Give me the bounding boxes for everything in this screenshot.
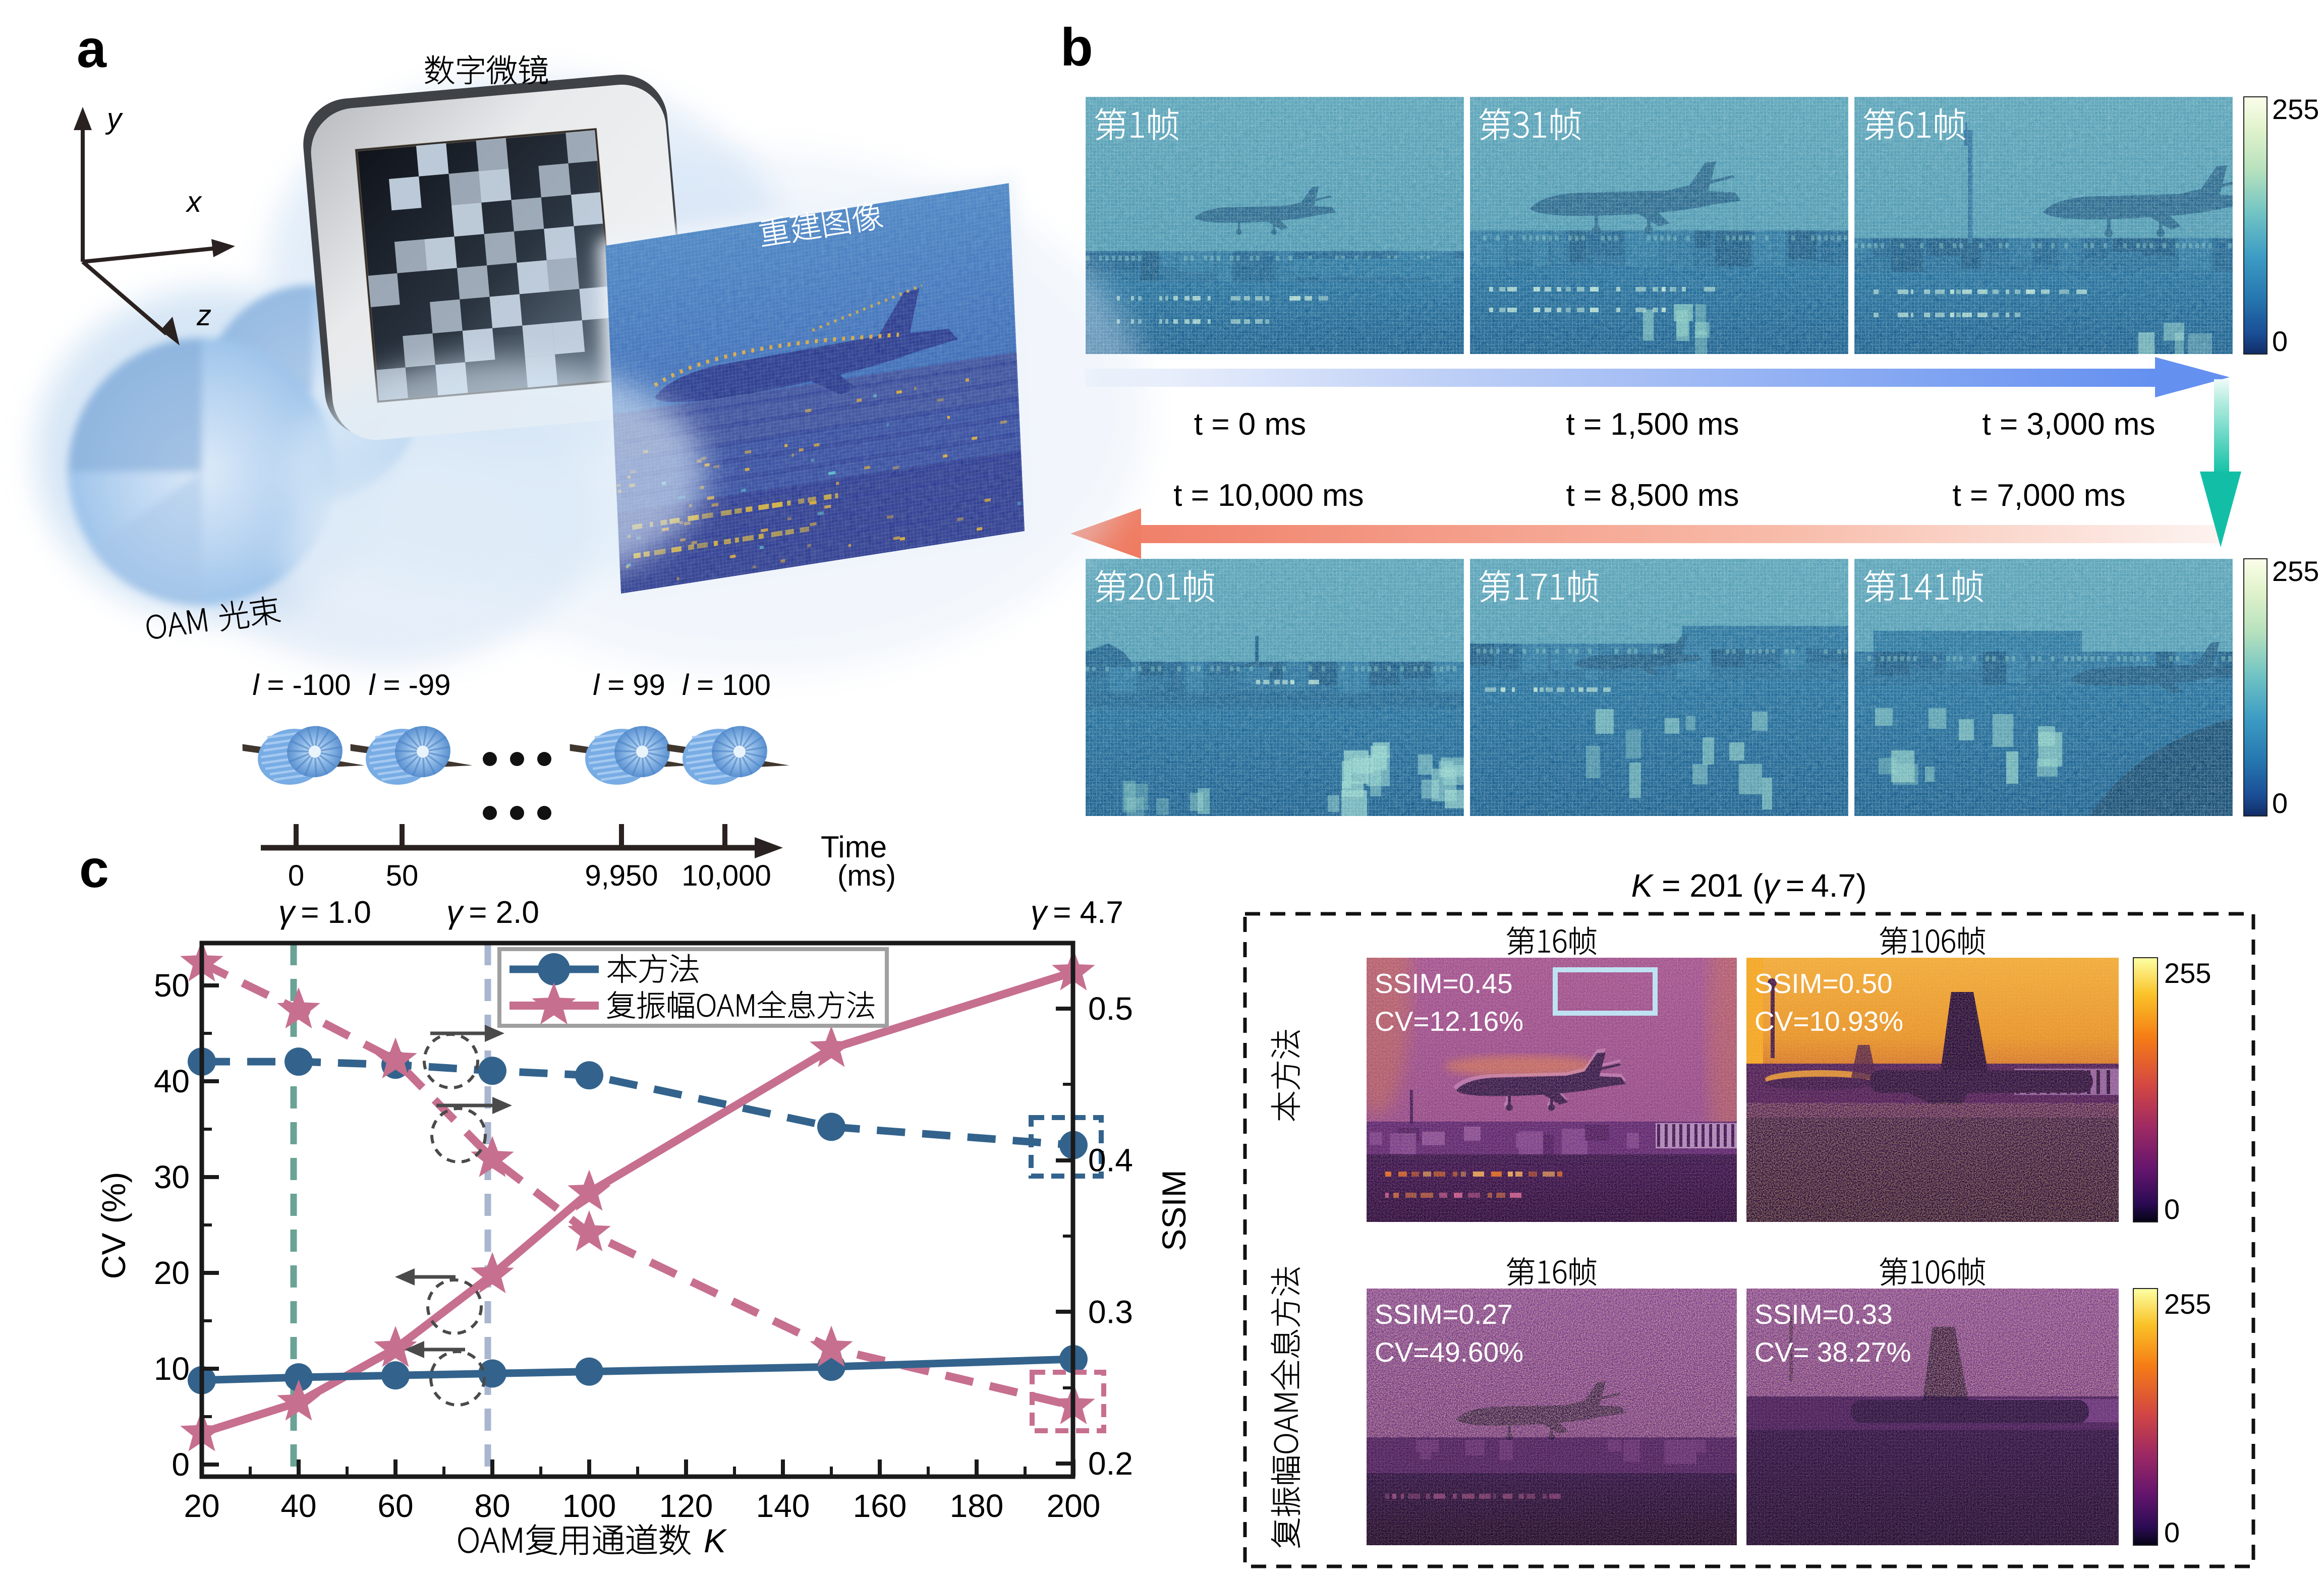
svg-text:80: 80: [474, 1488, 510, 1524]
svg-text:200: 200: [1047, 1488, 1101, 1524]
svg-text:CV=49.60%: CV=49.60%: [1375, 1336, 1523, 1368]
svg-text:255: 255: [2164, 957, 2211, 989]
svg-text:l = 99: l = 99: [593, 669, 665, 702]
svg-text:t = 3,000 ms: t = 3,000 ms: [1982, 407, 2156, 442]
svg-text:l = 100: l = 100: [682, 669, 771, 702]
svg-text:140: 140: [756, 1488, 810, 1524]
svg-text:60: 60: [377, 1488, 413, 1524]
svg-text:t = 7,000 ms: t = 7,000 ms: [1953, 478, 2126, 513]
svg-text:40: 40: [280, 1488, 316, 1524]
svg-text:255: 255: [2272, 93, 2319, 125]
svg-text:0: 0: [2272, 325, 2288, 357]
svg-text:t = 1,500 ms: t = 1,500 ms: [1566, 407, 1739, 442]
svg-text:0.4: 0.4: [1088, 1142, 1133, 1179]
svg-text:t = 0 ms: t = 0 ms: [1194, 407, 1306, 442]
svg-text:SSIM=0.50: SSIM=0.50: [1754, 968, 1893, 999]
svg-text:10: 10: [154, 1351, 190, 1387]
svg-text:SSIM=0.27: SSIM=0.27: [1375, 1299, 1513, 1330]
svg-text:CV=10.93%: CV=10.93%: [1754, 1006, 1903, 1037]
svg-text:(ms): (ms): [837, 859, 896, 892]
svg-text:t = 10,000 ms: t = 10,000 ms: [1173, 478, 1364, 513]
svg-text:40: 40: [154, 1063, 190, 1099]
svg-text:30: 30: [154, 1159, 190, 1195]
svg-text:SSIM=0.45: SSIM=0.45: [1375, 968, 1513, 999]
svg-text:K: K: [704, 1522, 727, 1559]
svg-text:K = 201 (γ = 4.7): K = 201 (γ = 4.7): [1631, 867, 1867, 904]
svg-text:20: 20: [154, 1255, 190, 1291]
svg-text:0.5: 0.5: [1088, 990, 1133, 1027]
svg-text:z: z: [196, 299, 211, 332]
svg-text:160: 160: [853, 1488, 907, 1524]
svg-text:0: 0: [288, 859, 304, 892]
svg-text:50: 50: [154, 967, 190, 1004]
svg-text:0.2: 0.2: [1088, 1445, 1133, 1482]
svg-text:CV= 38.27%: CV= 38.27%: [1754, 1336, 1911, 1368]
svg-text:x: x: [185, 186, 202, 218]
svg-text:100: 100: [562, 1488, 616, 1524]
svg-text:b: b: [1060, 18, 1093, 77]
svg-text:CV=12.16%: CV=12.16%: [1375, 1006, 1523, 1037]
svg-text:t = 8,500 ms: t = 8,500 ms: [1566, 478, 1739, 513]
svg-text:9,950: 9,950: [585, 859, 658, 892]
svg-text:= 2.0: = 2.0: [469, 895, 539, 930]
svg-text:0: 0: [2164, 1193, 2180, 1225]
svg-text:SSIM=0.33: SSIM=0.33: [1754, 1299, 1893, 1330]
svg-text:20: 20: [184, 1488, 219, 1524]
svg-text:γ: γ: [1031, 894, 1049, 930]
svg-text:c: c: [79, 839, 109, 899]
svg-text:a: a: [77, 19, 107, 79]
svg-text:l = -99: l = -99: [369, 669, 451, 702]
svg-text:0.3: 0.3: [1088, 1294, 1133, 1330]
svg-text:255: 255: [2164, 1288, 2211, 1320]
svg-text:l = -100: l = -100: [252, 669, 351, 702]
svg-text:SSIM: SSIM: [1155, 1170, 1193, 1251]
svg-text:= 1.0: = 1.0: [301, 895, 371, 930]
svg-text:180: 180: [950, 1488, 1004, 1524]
svg-text:CV (%): CV (%): [95, 1172, 132, 1279]
svg-text:0: 0: [2272, 787, 2288, 819]
svg-text:255: 255: [2272, 555, 2319, 587]
svg-text:y: y: [105, 102, 123, 135]
svg-text:0: 0: [2164, 1516, 2180, 1548]
svg-text:γ: γ: [278, 894, 297, 930]
svg-text:10,000: 10,000: [682, 859, 771, 892]
svg-text:γ: γ: [446, 894, 465, 930]
svg-text:Time: Time: [821, 830, 887, 864]
svg-text:120: 120: [659, 1488, 713, 1524]
svg-text:= 4.7: = 4.7: [1053, 895, 1123, 930]
svg-text:0: 0: [172, 1446, 190, 1483]
svg-text:50: 50: [386, 859, 419, 892]
